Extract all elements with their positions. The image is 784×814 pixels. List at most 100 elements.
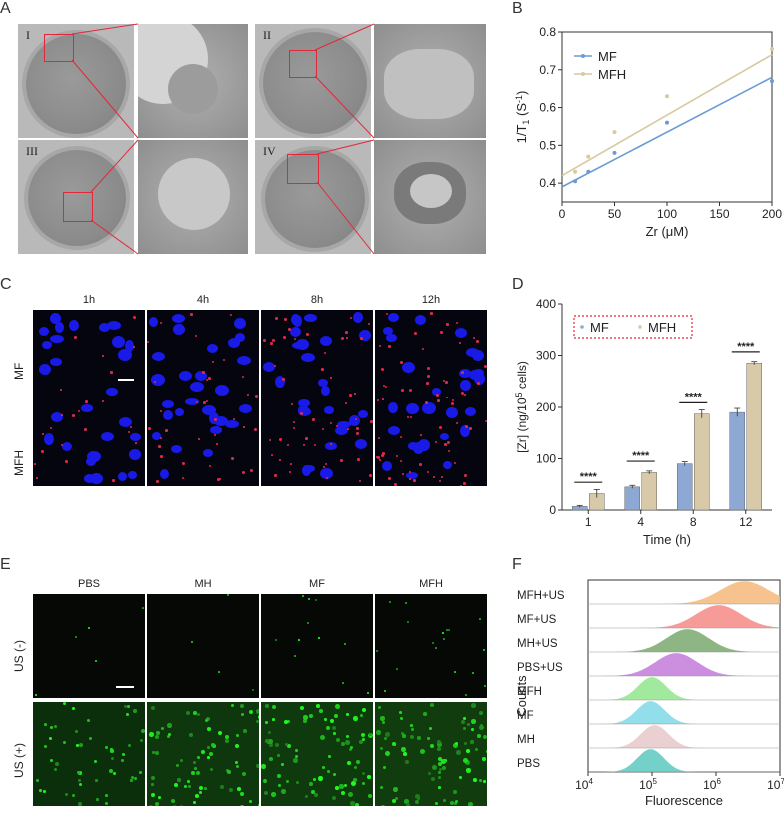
green-signal bbox=[330, 719, 334, 723]
red-signal bbox=[279, 459, 281, 461]
green-signal bbox=[461, 720, 465, 724]
green-signal bbox=[75, 636, 77, 638]
red-signal bbox=[209, 465, 211, 467]
nucleus bbox=[413, 442, 424, 454]
green-signal bbox=[479, 711, 483, 715]
green-signal bbox=[218, 671, 220, 673]
green-signal bbox=[446, 629, 448, 631]
data-point-mfh bbox=[573, 169, 578, 174]
fluorescence-image bbox=[261, 594, 373, 698]
col-label-mf: MF bbox=[309, 578, 325, 590]
green-signal bbox=[437, 747, 442, 752]
green-signal bbox=[429, 727, 433, 731]
red-signal bbox=[430, 312, 433, 315]
red-signal bbox=[206, 379, 209, 382]
legend-label-mfh: MFH bbox=[598, 67, 626, 82]
histogram-pbs-us bbox=[588, 653, 780, 676]
red-signal bbox=[355, 418, 358, 421]
green-signal bbox=[225, 739, 230, 744]
green-signal bbox=[249, 800, 253, 804]
green-signal bbox=[167, 723, 172, 728]
red-signal bbox=[42, 433, 44, 435]
red-signal bbox=[65, 460, 68, 463]
green-signal bbox=[191, 771, 195, 775]
green-signal bbox=[78, 779, 82, 783]
red-signal bbox=[330, 422, 332, 424]
green-signal bbox=[448, 629, 450, 631]
red-signal bbox=[271, 454, 274, 457]
green-signal bbox=[437, 740, 441, 744]
green-signal bbox=[432, 642, 434, 644]
green-signal bbox=[438, 762, 442, 766]
green-signal bbox=[227, 770, 231, 774]
green-signal bbox=[265, 704, 269, 708]
red-signal bbox=[247, 394, 249, 396]
green-signal bbox=[88, 627, 90, 629]
green-signal bbox=[454, 802, 457, 805]
y-tick-label-b: 0.8 bbox=[539, 25, 556, 39]
red-signal bbox=[443, 380, 445, 382]
green-signal bbox=[399, 711, 402, 714]
green-signal bbox=[75, 730, 78, 733]
x-tick-label-f: 106 bbox=[703, 777, 721, 792]
green-signal bbox=[344, 643, 346, 645]
col-label-mfh: MFH bbox=[419, 578, 443, 590]
red-signal bbox=[330, 377, 332, 379]
green-signal bbox=[362, 708, 366, 712]
green-signal bbox=[231, 704, 235, 708]
green-signal bbox=[465, 694, 467, 696]
red-signal bbox=[440, 331, 443, 334]
green-signal bbox=[49, 737, 53, 741]
green-signal bbox=[176, 764, 180, 768]
red-signal bbox=[376, 456, 378, 458]
green-signal bbox=[302, 595, 304, 597]
y-axis-label-b: 1/T1 (S-1) bbox=[514, 91, 531, 144]
red-signal bbox=[160, 437, 163, 440]
red-signal bbox=[379, 345, 381, 347]
green-signal bbox=[316, 704, 320, 708]
nucleus bbox=[39, 327, 49, 336]
green-signal bbox=[432, 765, 437, 770]
green-signal bbox=[468, 802, 473, 806]
green-signal bbox=[355, 803, 359, 806]
red-signal bbox=[326, 477, 329, 480]
red-signal bbox=[243, 426, 245, 428]
green-signal bbox=[334, 714, 339, 719]
red-signal bbox=[396, 455, 399, 458]
green-signal bbox=[249, 710, 253, 714]
red-signal bbox=[448, 450, 451, 453]
nucleus bbox=[130, 433, 141, 441]
green-signal bbox=[453, 743, 458, 748]
red-signal bbox=[378, 437, 381, 440]
green-signal bbox=[415, 800, 419, 804]
y-tick-label-b: 0.6 bbox=[539, 101, 556, 115]
green-signal bbox=[318, 776, 323, 781]
green-signal bbox=[54, 768, 58, 772]
red-signal bbox=[305, 437, 308, 440]
red-signal bbox=[182, 462, 185, 465]
red-signal bbox=[401, 389, 404, 392]
green-signal bbox=[281, 763, 284, 766]
green-signal bbox=[328, 755, 331, 758]
green-signal bbox=[236, 734, 239, 737]
red-signal bbox=[202, 371, 205, 374]
significance-stars: **** bbox=[632, 450, 650, 462]
green-signal bbox=[277, 754, 280, 757]
tem-label-ii: II bbox=[263, 28, 271, 42]
nucleus bbox=[149, 317, 158, 327]
red-signal bbox=[382, 398, 384, 400]
nucleus bbox=[466, 348, 479, 357]
green-signal bbox=[295, 755, 299, 759]
nucleus bbox=[263, 362, 275, 372]
red-signal bbox=[203, 401, 206, 404]
green-signal bbox=[407, 621, 409, 623]
green-signal bbox=[130, 779, 133, 782]
red-signal bbox=[409, 478, 411, 480]
red-signal bbox=[350, 317, 353, 320]
red-signal bbox=[255, 395, 258, 398]
green-signal bbox=[180, 759, 183, 762]
green-signal bbox=[359, 740, 363, 744]
legend-label-mf: MF bbox=[598, 49, 617, 64]
red-signal bbox=[435, 441, 438, 444]
green-signal bbox=[227, 594, 229, 596]
